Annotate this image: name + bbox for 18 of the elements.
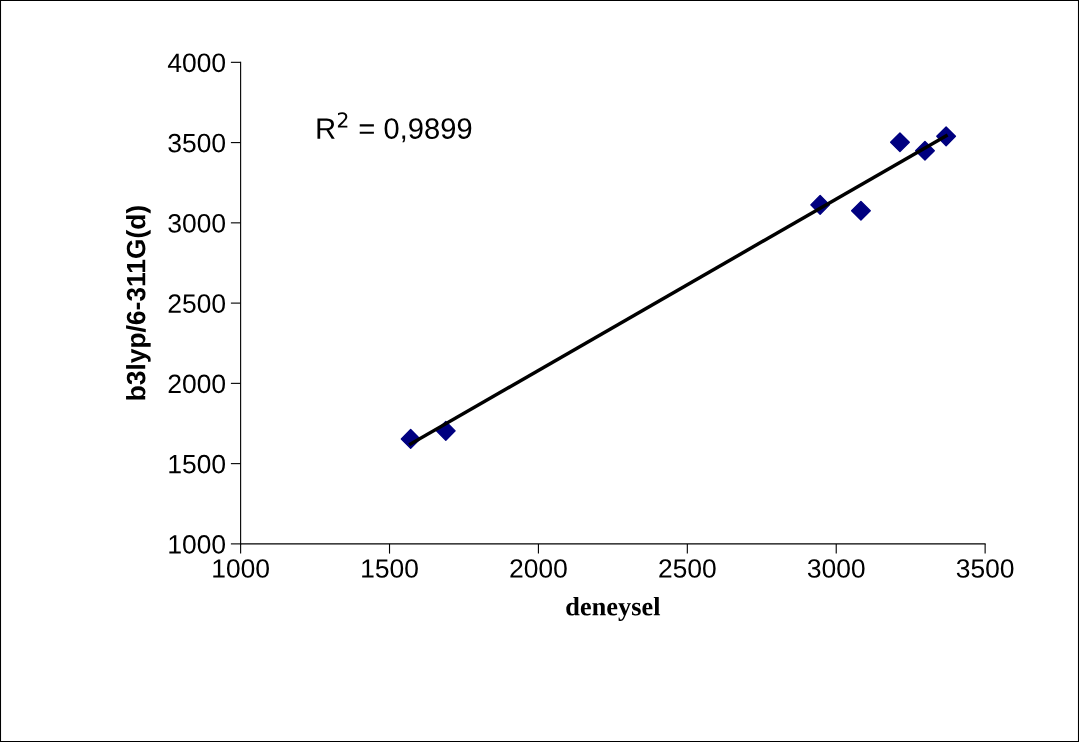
y-tick-label: 3500 bbox=[168, 133, 226, 153]
y-tick-label: 4000 bbox=[167, 53, 226, 73]
x-tick-label: 2500 bbox=[659, 559, 716, 578]
x-tick-label: 2000 bbox=[510, 559, 567, 578]
x-tick-label: 1000 bbox=[213, 559, 269, 578]
y-tick-label: 1500 bbox=[169, 454, 226, 474]
x-tick-label: 1500 bbox=[362, 559, 418, 578]
point bbox=[850, 200, 871, 221]
y-tick-label: 2500 bbox=[168, 294, 226, 313]
point bbox=[889, 132, 910, 153]
y-tick-label: 2000 bbox=[168, 374, 226, 394]
x-tick-label: 3500 bbox=[956, 559, 1014, 578]
annotation: R$^{2}$ = 0,9899 bbox=[317, 112, 472, 143]
x-axis-title: deneysel bbox=[566, 596, 661, 621]
x-tick-label: 3000 bbox=[807, 559, 865, 578]
y-axis-title: b3lyp/6-311G(d) bbox=[126, 206, 151, 400]
y-tick-label: 1000 bbox=[169, 535, 226, 554]
y-tick-label: 3000 bbox=[168, 213, 226, 233]
